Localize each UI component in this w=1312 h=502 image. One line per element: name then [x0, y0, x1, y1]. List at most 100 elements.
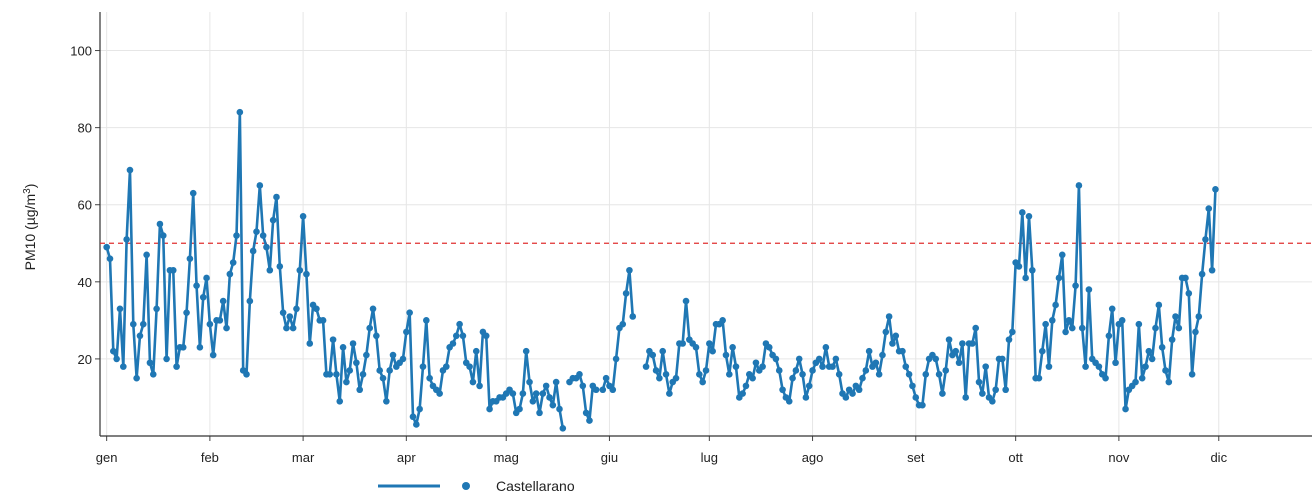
data-point — [1036, 375, 1043, 382]
data-point — [593, 386, 600, 393]
data-point — [653, 367, 660, 374]
data-point — [300, 213, 307, 220]
data-point — [1132, 379, 1139, 386]
data-point — [816, 356, 823, 363]
data-point — [403, 329, 410, 336]
data-point — [1049, 317, 1056, 324]
data-point — [483, 332, 490, 339]
data-point — [876, 371, 883, 378]
data-point — [1195, 313, 1202, 320]
data-point — [902, 363, 909, 370]
data-point — [936, 371, 943, 378]
data-point — [679, 340, 686, 347]
y-tick-label: 20 — [78, 352, 92, 367]
data-point — [190, 190, 197, 197]
data-point — [1109, 306, 1116, 313]
data-point — [140, 321, 147, 328]
data-point — [160, 232, 167, 239]
data-point — [1039, 348, 1046, 355]
data-point — [247, 298, 254, 305]
data-point — [180, 344, 187, 351]
data-point — [526, 379, 533, 386]
data-point — [163, 356, 170, 363]
data-point — [436, 390, 443, 397]
data-point — [946, 336, 953, 343]
data-point — [793, 367, 800, 374]
data-point — [476, 383, 483, 390]
data-point — [1136, 321, 1143, 328]
data-point — [273, 194, 280, 201]
data-point — [1169, 336, 1176, 343]
data-point — [1176, 325, 1183, 332]
data-point — [193, 282, 200, 289]
data-point — [863, 367, 870, 374]
data-point — [360, 371, 367, 378]
data-point — [796, 356, 803, 363]
data-point — [1046, 363, 1053, 370]
data-point — [699, 379, 706, 386]
data-point — [806, 383, 813, 390]
data-point — [543, 383, 550, 390]
data-point — [123, 236, 130, 243]
data-point — [443, 363, 450, 370]
data-point — [243, 371, 250, 378]
data-point — [1002, 386, 1009, 393]
data-point — [277, 263, 284, 270]
data-point — [1016, 263, 1023, 270]
data-point — [150, 371, 157, 378]
data-point — [420, 363, 427, 370]
data-point — [450, 340, 457, 347]
data-point — [753, 359, 760, 366]
data-point — [466, 363, 473, 370]
data-point — [999, 356, 1006, 363]
data-point — [1069, 325, 1076, 332]
data-point — [120, 363, 127, 370]
data-point — [786, 398, 793, 405]
data-point — [952, 348, 959, 355]
data-point — [257, 182, 264, 189]
data-point — [203, 275, 210, 282]
data-point — [1152, 325, 1159, 332]
data-point — [883, 329, 890, 336]
data-point — [1205, 205, 1212, 212]
data-point — [649, 352, 656, 359]
data-point — [603, 375, 610, 382]
data-point — [1159, 344, 1166, 351]
data-point — [583, 410, 590, 417]
data-point — [350, 340, 357, 347]
x-tick-label: ago — [802, 450, 824, 465]
data-point — [619, 321, 626, 328]
data-point — [976, 379, 983, 386]
data-point — [353, 359, 360, 366]
data-point — [733, 363, 740, 370]
data-point — [306, 340, 313, 347]
data-point — [386, 367, 393, 374]
data-point — [932, 356, 939, 363]
data-point — [333, 371, 340, 378]
data-point — [623, 290, 630, 297]
data-point — [460, 332, 467, 339]
data-point — [803, 394, 810, 401]
data-point — [1009, 329, 1016, 336]
data-point — [366, 325, 373, 332]
data-point — [230, 259, 237, 266]
y-tick-label: 100 — [70, 44, 92, 59]
data-point — [696, 371, 703, 378]
data-point — [873, 359, 880, 366]
data-point — [829, 363, 836, 370]
data-point — [326, 371, 333, 378]
data-point — [1052, 302, 1059, 309]
data-point — [1202, 236, 1209, 243]
data-point — [979, 390, 986, 397]
data-point — [789, 375, 796, 382]
data-point — [313, 306, 320, 313]
data-point — [373, 332, 380, 339]
data-point — [989, 398, 996, 405]
data-point — [886, 313, 893, 320]
data-point — [1026, 213, 1033, 220]
data-point — [879, 352, 886, 359]
data-point — [1122, 406, 1129, 413]
data-point — [833, 356, 840, 363]
data-point — [293, 306, 300, 313]
data-point — [486, 406, 493, 413]
